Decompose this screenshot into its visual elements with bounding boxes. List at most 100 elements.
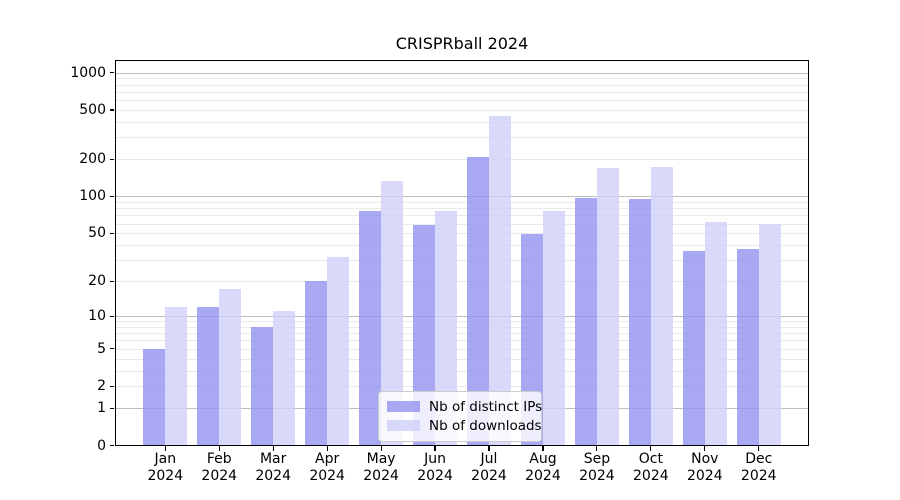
x-tick-year-nov: 2024 bbox=[686, 468, 723, 484]
bar-nb-of-distinct-ips-sep bbox=[574, 198, 597, 445]
y-tick-100 bbox=[110, 195, 114, 198]
x-tick-month-sep: Sep bbox=[583, 451, 611, 467]
bar-nb-of-downloads-may bbox=[381, 181, 404, 445]
gridline-y-3 bbox=[115, 370, 808, 372]
y-tick-200 bbox=[110, 158, 114, 160]
bar-nb-of-downloads-aug bbox=[542, 211, 565, 445]
y-tick-label-200: 200 bbox=[79, 151, 106, 168]
legend: Nb of distinct IPs Nb of downloads bbox=[378, 391, 542, 442]
x-tick-year-jan: 2024 bbox=[147, 468, 184, 484]
y-tick-label-1: 1 bbox=[97, 400, 106, 417]
gridline-y-8 bbox=[115, 326, 808, 328]
x-tick-year-feb: 2024 bbox=[201, 468, 238, 484]
x-tick-sep bbox=[596, 446, 598, 451]
bar-nb-of-distinct-ips-feb bbox=[197, 307, 220, 445]
gridline-y-800 bbox=[115, 84, 808, 86]
y-tick-500 bbox=[110, 109, 114, 111]
x-tick-month-dec: Dec bbox=[745, 451, 773, 467]
x-tick-jan bbox=[164, 446, 166, 451]
bar-nb-of-downloads-mar bbox=[273, 311, 296, 445]
x-tick-label-apr: Apr 2024 bbox=[299, 451, 355, 485]
legend-label-downloads: Nb of downloads bbox=[429, 417, 542, 434]
y-tick-10 bbox=[110, 315, 114, 317]
y-tick-label-100: 100 bbox=[79, 188, 106, 205]
legend-label-distinct-ips: Nb of distinct IPs bbox=[429, 398, 543, 415]
bar-nb-of-downloads-jun bbox=[435, 211, 458, 445]
x-tick-label-may: May 2024 bbox=[353, 451, 409, 485]
x-tick-label-jun: Jun 2024 bbox=[407, 451, 463, 485]
y-tick-20 bbox=[110, 280, 114, 282]
bar-nb-of-downloads-oct bbox=[650, 166, 673, 445]
bar-nb-of-distinct-ips-dec bbox=[736, 249, 759, 445]
bar-nb-of-downloads-jul bbox=[489, 115, 511, 445]
x-tick-label-aug: Aug 2024 bbox=[515, 451, 571, 485]
x-tick-mar bbox=[272, 446, 274, 451]
gridline-y-10 bbox=[115, 316, 808, 318]
x-tick-month-nov: Nov bbox=[691, 451, 719, 467]
x-tick-month-jan: Jan bbox=[154, 451, 177, 467]
gridline-y-300 bbox=[115, 137, 808, 139]
gridline-y-1000 bbox=[115, 72, 808, 74]
y-tick-1000 bbox=[110, 72, 114, 74]
gridline-y-50 bbox=[115, 233, 808, 235]
gridline-y-7 bbox=[115, 333, 808, 335]
bar-nb-of-downloads-nov bbox=[704, 221, 727, 445]
x-tick-year-dec: 2024 bbox=[740, 468, 777, 484]
gridline-y-400 bbox=[115, 121, 808, 123]
x-tick-month-may: May bbox=[366, 451, 396, 467]
gridline-y-200 bbox=[115, 159, 808, 161]
bar-nb-of-distinct-ips-jan bbox=[143, 348, 166, 445]
x-tick-label-mar: Mar 2024 bbox=[245, 451, 301, 485]
bar-nb-of-distinct-ips-nov bbox=[682, 250, 705, 445]
gridline-y-700 bbox=[115, 91, 808, 93]
y-tick-label-50: 50 bbox=[88, 225, 106, 242]
legend-swatch-downloads-icon bbox=[387, 420, 420, 431]
x-tick-jun bbox=[434, 446, 436, 451]
y-tick-50 bbox=[110, 232, 114, 234]
x-tick-label-jul: Jul 2024 bbox=[461, 451, 517, 485]
bar-nb-of-downloads-dec bbox=[758, 224, 781, 445]
bar-nb-of-downloads-feb bbox=[219, 289, 242, 445]
gridline-y-900 bbox=[115, 78, 808, 80]
x-tick-year-may: 2024 bbox=[363, 468, 399, 484]
x-tick-apr bbox=[326, 446, 328, 451]
x-tick-may bbox=[380, 446, 382, 451]
x-tick-feb bbox=[218, 446, 220, 451]
x-tick-year-apr: 2024 bbox=[309, 468, 345, 484]
bar-nb-of-distinct-ips-mar bbox=[251, 326, 274, 445]
x-tick-label-sep: Sep 2024 bbox=[569, 451, 625, 485]
gridline-y-5 bbox=[115, 348, 808, 350]
x-tick-year-jun: 2024 bbox=[417, 468, 453, 484]
y-tick-2 bbox=[110, 385, 114, 387]
x-tick-label-jan: Jan 2024 bbox=[137, 451, 193, 485]
bar-nb-of-distinct-ips-may bbox=[359, 211, 382, 445]
bar-nb-of-distinct-ips-oct bbox=[628, 199, 651, 445]
y-tick-label-10: 10 bbox=[88, 308, 106, 325]
legend-row-downloads: Nb of downloads bbox=[387, 416, 542, 435]
gridline-y-4 bbox=[115, 358, 808, 360]
gridline-y-80 bbox=[115, 208, 808, 210]
y-tick-label-5: 5 bbox=[97, 340, 106, 357]
bar-nb-of-distinct-ips-apr bbox=[305, 281, 328, 445]
x-tick-aug bbox=[542, 446, 544, 451]
chart-title: CRISPRball 2024 bbox=[395, 34, 529, 53]
x-tick-dec bbox=[758, 446, 760, 451]
bar-nb-of-distinct-ips-jul bbox=[467, 156, 489, 445]
gridline-y-9 bbox=[115, 321, 808, 323]
x-tick-label-feb: Feb 2024 bbox=[191, 451, 247, 485]
gridline-y-20 bbox=[115, 281, 808, 283]
y-tick-label-0: 0 bbox=[97, 437, 106, 454]
y-tick-label-1000: 1000 bbox=[70, 64, 106, 81]
gridline-y-40 bbox=[115, 245, 808, 247]
x-tick-month-apr: Apr bbox=[315, 451, 340, 467]
y-tick-0 bbox=[110, 445, 114, 447]
bar-nb-of-downloads-jan bbox=[165, 307, 188, 445]
x-tick-label-dec: Dec 2024 bbox=[731, 451, 787, 485]
x-tick-jul bbox=[488, 446, 490, 451]
x-tick-oct bbox=[650, 446, 652, 451]
x-tick-month-feb: Feb bbox=[206, 451, 232, 467]
bar-nb-of-downloads-apr bbox=[327, 256, 350, 445]
gridline-y-6 bbox=[115, 340, 808, 342]
gridline-y-2 bbox=[115, 386, 808, 388]
